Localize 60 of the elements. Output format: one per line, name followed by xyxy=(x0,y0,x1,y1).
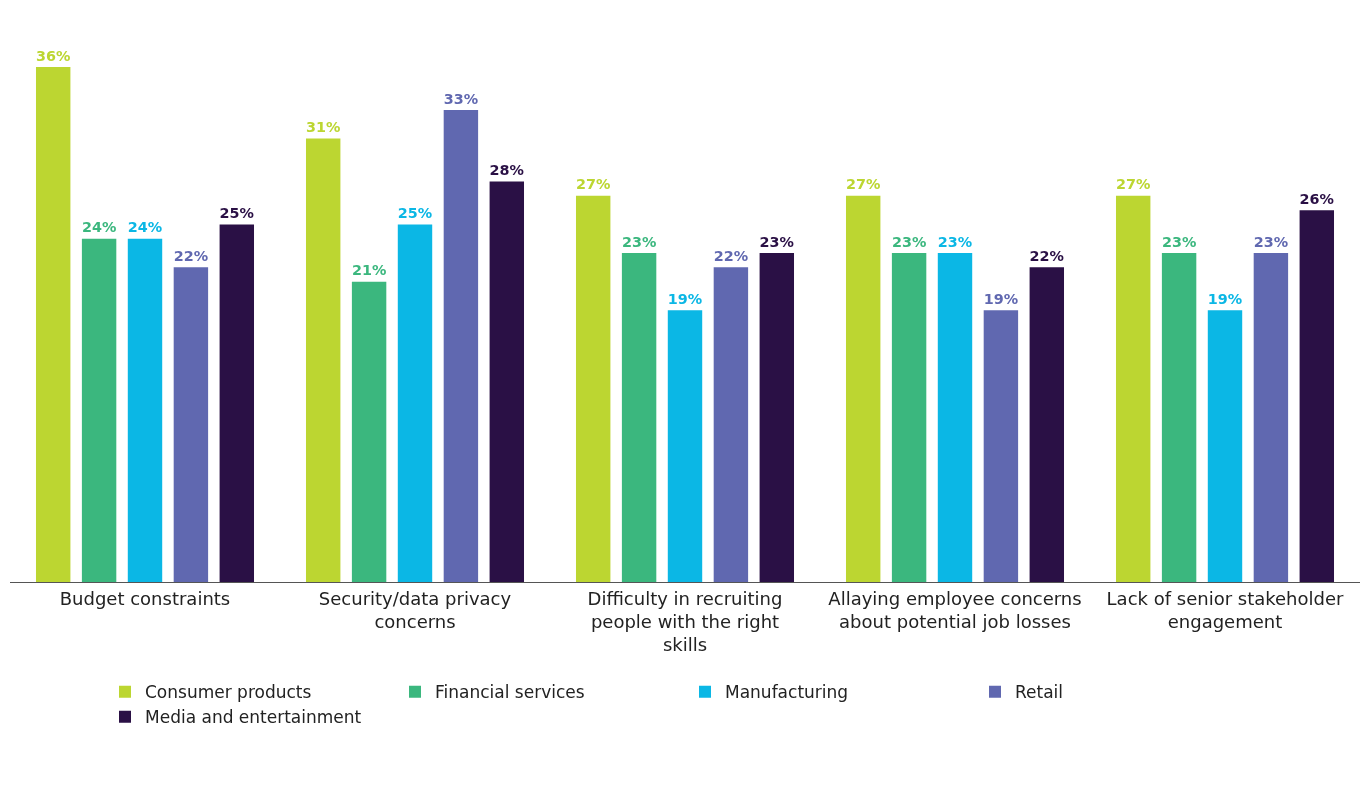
data-label: 23% xyxy=(1161,233,1197,250)
x-tick-label: Lack of senior stakeholder engagement xyxy=(1106,587,1345,632)
bar xyxy=(621,253,657,582)
bar xyxy=(173,267,209,582)
bar xyxy=(127,238,163,582)
data-label: 27% xyxy=(1116,176,1151,193)
bar xyxy=(1029,267,1065,582)
bar xyxy=(489,181,525,582)
bar xyxy=(845,195,881,582)
legend-label: Retail xyxy=(1015,682,1064,703)
bar xyxy=(1115,195,1151,582)
data-label: 23% xyxy=(621,233,657,250)
x-tick-label: Allaying employee concerns about potential job losses xyxy=(828,587,1082,632)
bar xyxy=(891,253,927,582)
bar xyxy=(983,310,1019,582)
x-tick-label: Budget constraints xyxy=(59,587,231,609)
data-label: 25% xyxy=(397,205,433,222)
data-label: 23% xyxy=(1253,233,1289,250)
bar xyxy=(35,67,71,582)
bar xyxy=(575,195,611,582)
data-label: 26% xyxy=(1299,190,1334,207)
data-label: 22% xyxy=(173,247,209,264)
data-label: 22% xyxy=(1029,247,1064,264)
data-label: 31% xyxy=(306,119,341,136)
x-tick-label: Difficulty in recruiting people with the right skills xyxy=(587,587,783,656)
data-label: 33% xyxy=(443,90,479,107)
bar xyxy=(1299,210,1335,582)
data-label: 23% xyxy=(891,233,927,250)
data-label: 19% xyxy=(667,290,703,307)
bar xyxy=(443,110,479,582)
data-label: 19% xyxy=(1207,290,1243,307)
bar xyxy=(305,138,341,582)
bar xyxy=(219,224,255,582)
bar xyxy=(1161,253,1197,582)
data-label: 25% xyxy=(219,205,254,222)
bar xyxy=(351,281,387,582)
data-label: 24% xyxy=(81,219,117,236)
legend-label: Media and entertainment xyxy=(145,707,362,728)
data-label: 27% xyxy=(846,176,881,193)
bar xyxy=(713,267,749,582)
x-tick-label: Security/data privacy concerns xyxy=(318,587,512,632)
data-label: 19% xyxy=(983,290,1019,307)
legend-label: Financial services xyxy=(435,682,585,703)
data-label: 36% xyxy=(36,47,71,64)
legend-label: Consumer products xyxy=(145,682,312,703)
bar xyxy=(1253,253,1289,582)
data-label: 21% xyxy=(351,262,387,279)
data-label: 23% xyxy=(759,233,794,250)
data-label: 27% xyxy=(576,176,611,193)
data-label: 23% xyxy=(937,233,973,250)
bar xyxy=(667,310,703,582)
bar xyxy=(1207,310,1243,582)
legend-label: Manufacturing xyxy=(725,682,849,703)
data-label: 22% xyxy=(713,247,749,264)
bar xyxy=(759,253,795,582)
data-label: 28% xyxy=(489,162,524,179)
bar xyxy=(81,238,117,582)
data-label: 24% xyxy=(127,219,163,236)
bar xyxy=(937,253,973,582)
bar xyxy=(397,224,433,582)
